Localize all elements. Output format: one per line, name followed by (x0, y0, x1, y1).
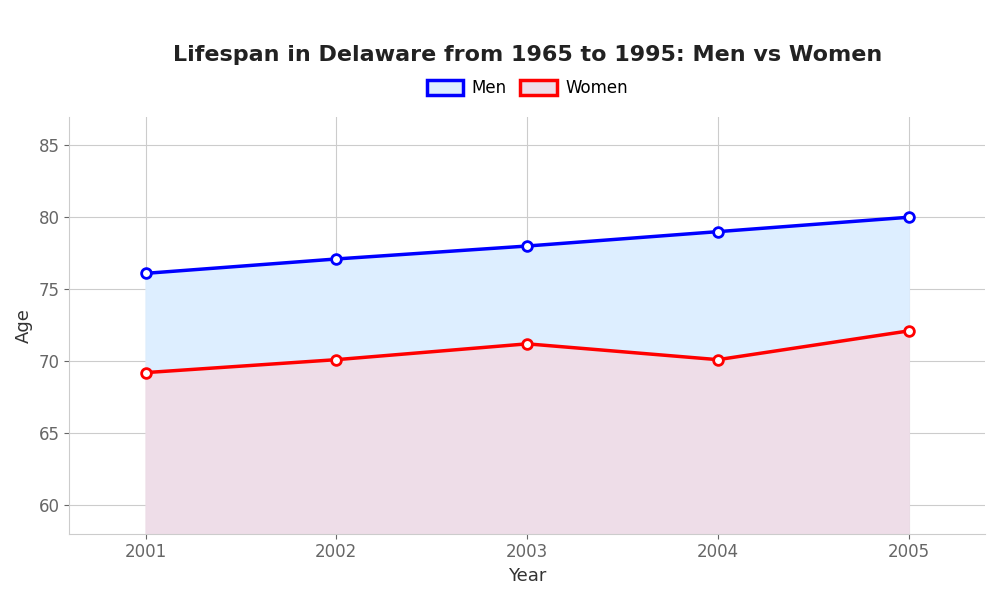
X-axis label: Year: Year (508, 567, 546, 585)
Y-axis label: Age: Age (15, 308, 33, 343)
Title: Lifespan in Delaware from 1965 to 1995: Men vs Women: Lifespan in Delaware from 1965 to 1995: … (173, 45, 882, 65)
Legend: Men, Women: Men, Women (418, 71, 636, 106)
